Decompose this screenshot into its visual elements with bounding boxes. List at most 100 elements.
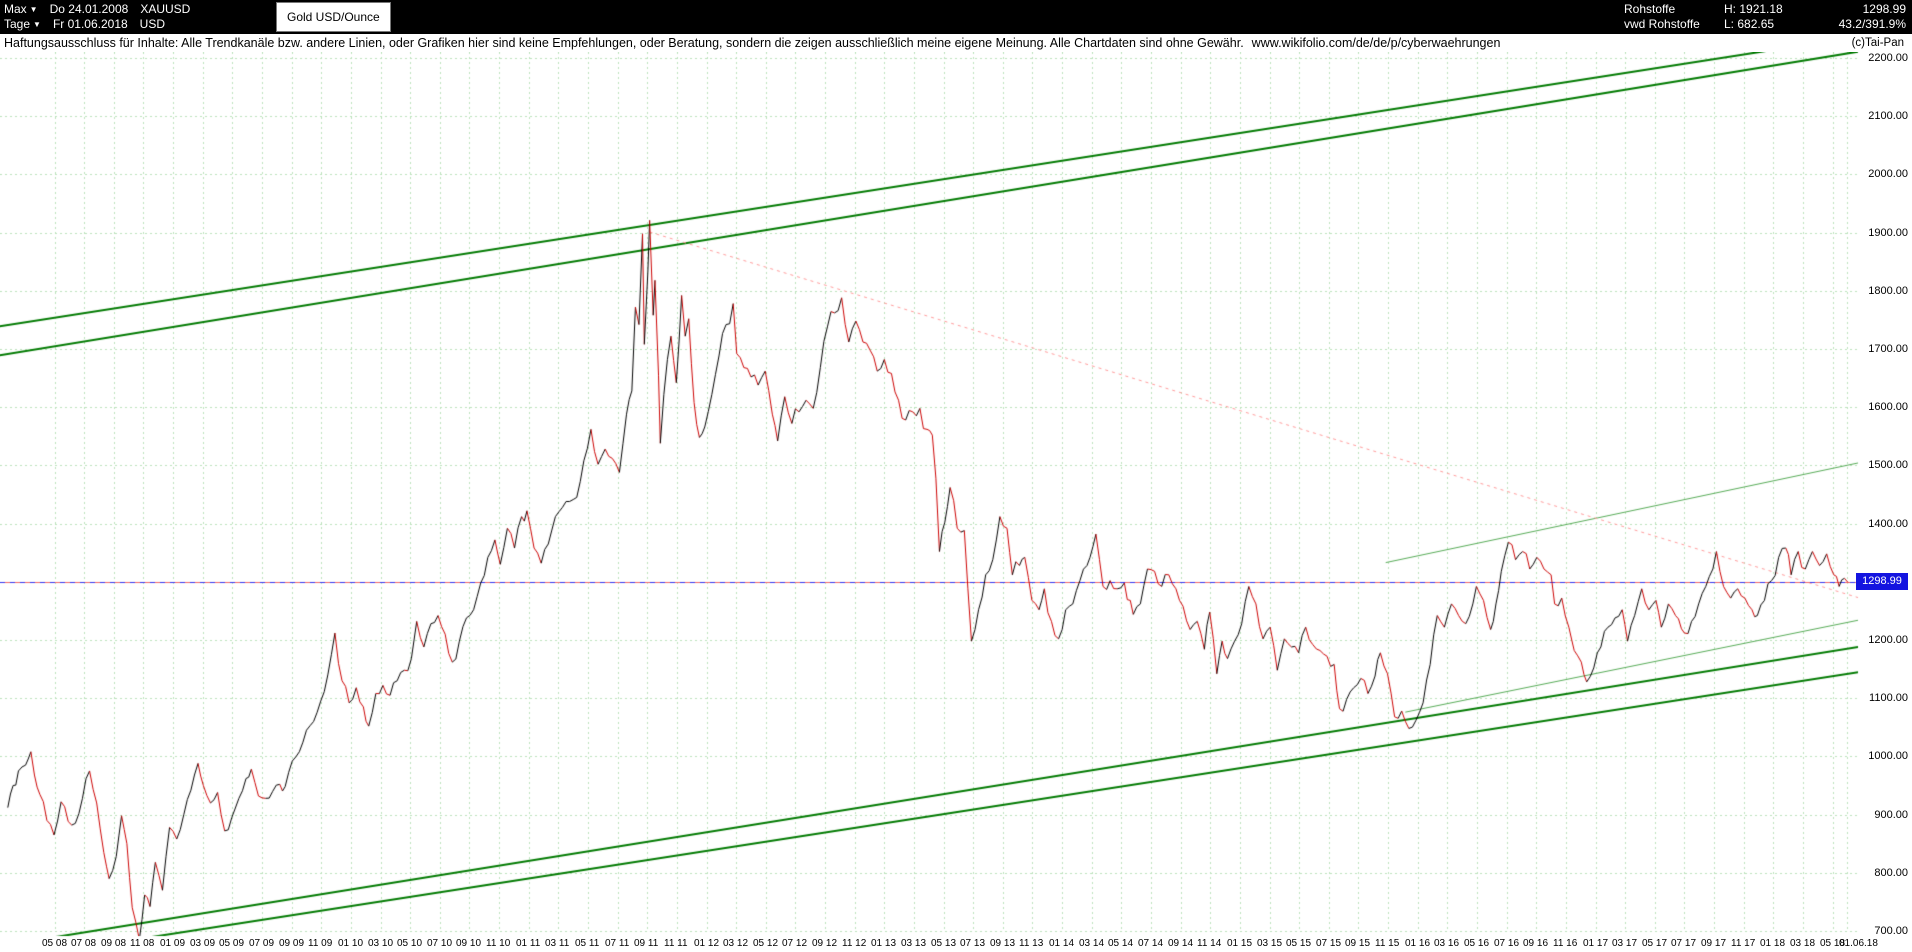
y-tick-label: 2200.00 <box>1868 52 1908 64</box>
last-price-badge: 1298.99 <box>1856 573 1908 590</box>
x-tick-label: 09 11 <box>634 938 659 949</box>
x-tick-label: 01 12 <box>694 938 720 949</box>
change-value: 43.2/391.9% <box>1838 17 1906 31</box>
x-tick-label: 03 14 <box>1079 938 1105 949</box>
x-tick-label: 05 08 <box>42 938 68 949</box>
x-tick-label: 03 13 <box>901 938 927 949</box>
x-tick-label: 01 13 <box>871 938 897 949</box>
x-tick-label: 07 15 <box>1316 938 1342 949</box>
high-value: H: 1921.18 <box>1724 2 1783 16</box>
x-tick-label: 07 09 <box>249 938 275 949</box>
chart-header: Max ▼ Do 24.01.2008 XAUUSD Tage ▼ Fr 01.… <box>0 0 1912 34</box>
y-tick-label: 1200.00 <box>1868 634 1908 646</box>
x-tick-label: 05 10 <box>397 938 423 949</box>
y-tick-label: 700.00 <box>1874 925 1908 937</box>
x-tick-label: 11 15 <box>1375 938 1400 949</box>
y-tick-label: 1400.00 <box>1868 517 1908 530</box>
x-tick-label: 11 16 <box>1553 938 1578 949</box>
currency-code: USD <box>139 17 166 31</box>
symbol-code: XAUUSD <box>140 2 191 16</box>
x-tick-label: 11 12 <box>842 938 867 949</box>
x-tick-label: 09 08 <box>101 938 127 949</box>
x-tick-label: 01 11 <box>516 938 541 949</box>
x-tick-label: 09 15 <box>1345 938 1371 949</box>
start-date: Do 24.01.2008 <box>49 2 129 16</box>
x-tick-label: 11 17 <box>1731 938 1756 949</box>
source-label: vwd Rohstoffe <box>1624 17 1700 31</box>
disclaimer-row: Haftungsausschluss für Inhalte: Alle Tre… <box>0 34 1912 52</box>
copyright-label: (c)Tai-Pan <box>1851 37 1904 49</box>
x-tick-label: 03 09 <box>190 938 216 949</box>
x-tick-label: 01 10 <box>338 938 364 949</box>
x-tick-label: 09 12 <box>812 938 838 949</box>
x-tick-label: 09 17 <box>1701 938 1727 949</box>
x-tick-label: 03 16 <box>1434 938 1460 949</box>
x-tick-label: 11 13 <box>1019 938 1044 949</box>
x-tick-label: 11 10 <box>486 938 511 949</box>
x-tick-label: 07 10 <box>427 938 453 949</box>
x-tick-label: 07 17 <box>1671 938 1697 949</box>
x-tick-label: 07 14 <box>1138 938 1164 949</box>
low-value: L: 682.65 <box>1724 17 1775 31</box>
end-date: Fr 01.06.2018 <box>52 17 128 31</box>
y-tick-label: 1000.00 <box>1868 750 1908 763</box>
x-tick-label: 07 13 <box>960 938 986 949</box>
x-tick-label: 05 12 <box>753 938 779 949</box>
x-tick-label: 01 09 <box>160 938 186 949</box>
x-tick-label: 09 13 <box>990 938 1016 949</box>
y-tick-label: 1600.00 <box>1868 401 1908 414</box>
x-tick-label: 03 15 <box>1257 938 1283 949</box>
x-tick-label: 05 13 <box>931 938 957 949</box>
x-tick-label: 03 11 <box>545 938 570 949</box>
x-tick-label: 01 17 <box>1583 938 1609 949</box>
range-selector-label: Max <box>4 2 27 16</box>
period-selector-label: Tage <box>4 17 31 31</box>
x-tick-label: 09 16 <box>1523 938 1549 949</box>
chart-area: 2200.00 2100.00 2000.00 1900.00 1800.00 1700.… <box>0 52 1912 952</box>
x-tick-label: 11 08 <box>130 938 155 949</box>
x-tick-label: 11 11 <box>664 938 688 949</box>
x-tick-label: 09 14 <box>1168 938 1194 949</box>
y-tick-label: 1800.00 <box>1868 284 1908 297</box>
x-tick-label: 07 16 <box>1494 938 1520 949</box>
y-tick-label: 2000.00 <box>1868 168 1908 181</box>
x-tick-label: 05 14 <box>1108 938 1134 949</box>
x-tick-label: 09 10 <box>456 938 482 949</box>
header-spacer <box>397 0 1618 34</box>
y-tick-label: 1500.00 <box>1868 459 1908 472</box>
instrument-name: Gold USD/Ounce <box>276 2 391 32</box>
x-tick-label: 05 17 <box>1642 938 1668 949</box>
x-tick-label: 07 12 <box>782 938 808 949</box>
x-tick-label: 03 18 <box>1790 938 1816 949</box>
y-tick-label: 1900.00 <box>1868 226 1908 239</box>
chevron-down-icon: ▼ <box>33 19 41 29</box>
x-tick-label: 01.06.18 <box>1839 938 1878 949</box>
category-label: Rohstoffe <box>1624 2 1676 16</box>
period-selector[interactable]: Tage ▼ <box>4 17 41 32</box>
x-tick-label: 05 15 <box>1286 938 1312 949</box>
chevron-down-icon: ▼ <box>29 4 38 14</box>
price-chart-canvas[interactable] <box>0 52 1912 952</box>
x-tick-label: 05 11 <box>575 938 600 949</box>
x-tick-label: 01 14 <box>1049 938 1075 949</box>
header-last-price: 1298.99 <box>1862 2 1906 16</box>
x-tick-label: 01 18 <box>1760 938 1786 949</box>
y-tick-label: 900.00 <box>1874 808 1908 821</box>
x-tick-label: 07 11 <box>605 938 630 949</box>
range-selector[interactable]: Max ▼ <box>4 2 38 17</box>
x-tick-label: 03 10 <box>368 938 394 949</box>
y-tick-label: 800.00 <box>1874 866 1908 879</box>
x-tick-label: 03 17 <box>1612 938 1638 949</box>
wikifolio-link: www.wikifolio.com/de/de/p/cyberwaehrunge… <box>1251 36 1501 50</box>
y-tick-label: 2100.00 <box>1868 110 1908 123</box>
x-tick-label: 11 14 <box>1197 938 1222 949</box>
disclaimer-text: Haftungsausschluss für Inhalte: Alle Tre… <box>4 36 1244 50</box>
y-tick-label: 1100.00 <box>1869 692 1908 705</box>
y-tick-label: 1700.00 <box>1868 343 1908 355</box>
x-tick-label: 09 09 <box>279 938 305 949</box>
x-tick-label: 03 12 <box>723 938 749 949</box>
x-tick-label: 01 16 <box>1405 938 1431 949</box>
x-tick-label: 05 16 <box>1464 938 1490 949</box>
x-tick-label: 05 18 <box>1820 938 1846 949</box>
